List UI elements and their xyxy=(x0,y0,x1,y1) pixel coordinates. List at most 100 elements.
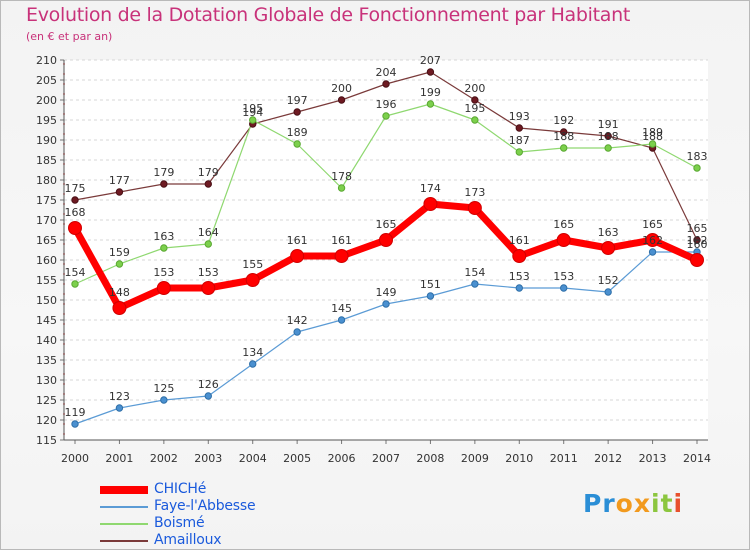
data-point xyxy=(560,128,568,136)
data-label: 189 xyxy=(287,126,308,139)
data-label: 145 xyxy=(331,302,352,315)
data-label: 200 xyxy=(331,82,352,95)
data-label: 162 xyxy=(687,234,708,247)
data-point xyxy=(426,68,435,76)
y-tick-label: 195 xyxy=(36,114,57,127)
data-point xyxy=(293,108,301,116)
data-label: 155 xyxy=(242,258,263,271)
y-tick-label: 155 xyxy=(36,274,57,287)
data-label: 165 xyxy=(553,218,574,231)
y-tick-label: 140 xyxy=(36,334,57,347)
legend-label: Amailloux xyxy=(154,532,222,548)
legend-swatch xyxy=(100,486,148,494)
x-tick-label: 2004 xyxy=(239,452,267,465)
data-label: 175 xyxy=(65,182,86,195)
data-point xyxy=(334,249,349,263)
y-tick-label: 200 xyxy=(36,94,57,107)
legend-label: Faye-l'Abbesse xyxy=(154,498,256,514)
data-point xyxy=(115,260,124,268)
logo-letter: t xyxy=(660,489,674,518)
data-label: 179 xyxy=(198,166,219,179)
data-label: 197 xyxy=(287,94,308,107)
data-label: 188 xyxy=(553,130,574,143)
data-label: 199 xyxy=(420,86,441,99)
data-label: 191 xyxy=(598,118,619,131)
logo-letter: o xyxy=(615,489,634,518)
data-label: 153 xyxy=(509,270,530,283)
y-tick-label: 115 xyxy=(36,434,57,447)
logo-letter: i xyxy=(651,489,661,518)
data-label: 196 xyxy=(376,98,397,111)
data-point xyxy=(648,140,657,148)
logo-letter: r xyxy=(602,489,616,518)
data-point xyxy=(467,201,482,215)
data-label: 200 xyxy=(464,82,485,95)
data-label: 151 xyxy=(420,278,441,291)
data-point xyxy=(604,132,612,140)
legend-swatch xyxy=(100,540,148,542)
x-tick-label: 2009 xyxy=(461,452,489,465)
data-label: 164 xyxy=(198,226,219,239)
data-label: 183 xyxy=(687,150,708,163)
chart-title: Evolution de la Dotation Globale de Fonc… xyxy=(26,4,631,26)
data-label: 178 xyxy=(331,170,352,183)
data-label: 161 xyxy=(509,234,530,247)
x-tick-label: 2012 xyxy=(594,452,622,465)
data-label: 195 xyxy=(464,102,485,115)
data-point xyxy=(645,233,660,247)
y-tick-label: 185 xyxy=(36,154,57,167)
data-point xyxy=(693,236,701,244)
logo-letter: x xyxy=(633,489,651,518)
data-point xyxy=(68,221,82,235)
data-label: 161 xyxy=(287,234,308,247)
legend-swatch xyxy=(100,523,148,525)
data-label: 168 xyxy=(65,206,86,219)
data-point xyxy=(115,404,124,412)
data-point xyxy=(648,248,657,256)
data-label: 160 xyxy=(687,238,708,251)
data-point xyxy=(293,140,301,148)
data-point xyxy=(115,188,124,196)
data-point xyxy=(471,96,479,104)
data-point xyxy=(337,184,346,192)
y-tick-label: 210 xyxy=(36,54,57,67)
data-point xyxy=(515,148,523,156)
data-point xyxy=(71,420,79,428)
data-label: 173 xyxy=(464,186,485,199)
y-tick-label: 120 xyxy=(36,414,57,427)
data-point xyxy=(204,180,212,188)
x-tick-label: 2008 xyxy=(416,452,444,465)
data-point xyxy=(382,112,390,120)
data-point xyxy=(112,301,127,315)
data-point xyxy=(693,164,701,172)
chart-subtitle: (en € et par an) xyxy=(26,30,113,43)
x-tick-label: 2013 xyxy=(639,452,667,465)
data-label: 162 xyxy=(642,234,663,247)
data-label: 188 xyxy=(598,130,619,143)
y-tick-label: 170 xyxy=(36,214,57,227)
x-tick-label: 2000 xyxy=(61,452,89,465)
x-tick-label: 2003 xyxy=(194,452,222,465)
data-point xyxy=(556,233,571,247)
y-tick-label: 175 xyxy=(36,194,57,207)
data-point xyxy=(560,144,568,152)
x-tick-label: 2014 xyxy=(683,452,711,465)
data-point xyxy=(515,124,523,132)
data-label: 154 xyxy=(464,266,485,279)
data-point xyxy=(601,241,616,255)
x-tick-label: 2005 xyxy=(283,452,311,465)
legend-swatch xyxy=(100,506,148,508)
data-point xyxy=(382,80,390,88)
data-label: 153 xyxy=(198,266,219,279)
data-label: 152 xyxy=(598,274,619,287)
data-point xyxy=(290,249,305,263)
data-label: 126 xyxy=(198,378,219,391)
data-point xyxy=(71,196,79,204)
data-point xyxy=(249,116,257,124)
data-point xyxy=(337,96,346,104)
data-point xyxy=(690,253,704,267)
data-point xyxy=(71,280,79,288)
y-tick-label: 130 xyxy=(36,374,57,387)
data-point xyxy=(604,144,612,152)
y-tick-label: 145 xyxy=(36,314,57,327)
